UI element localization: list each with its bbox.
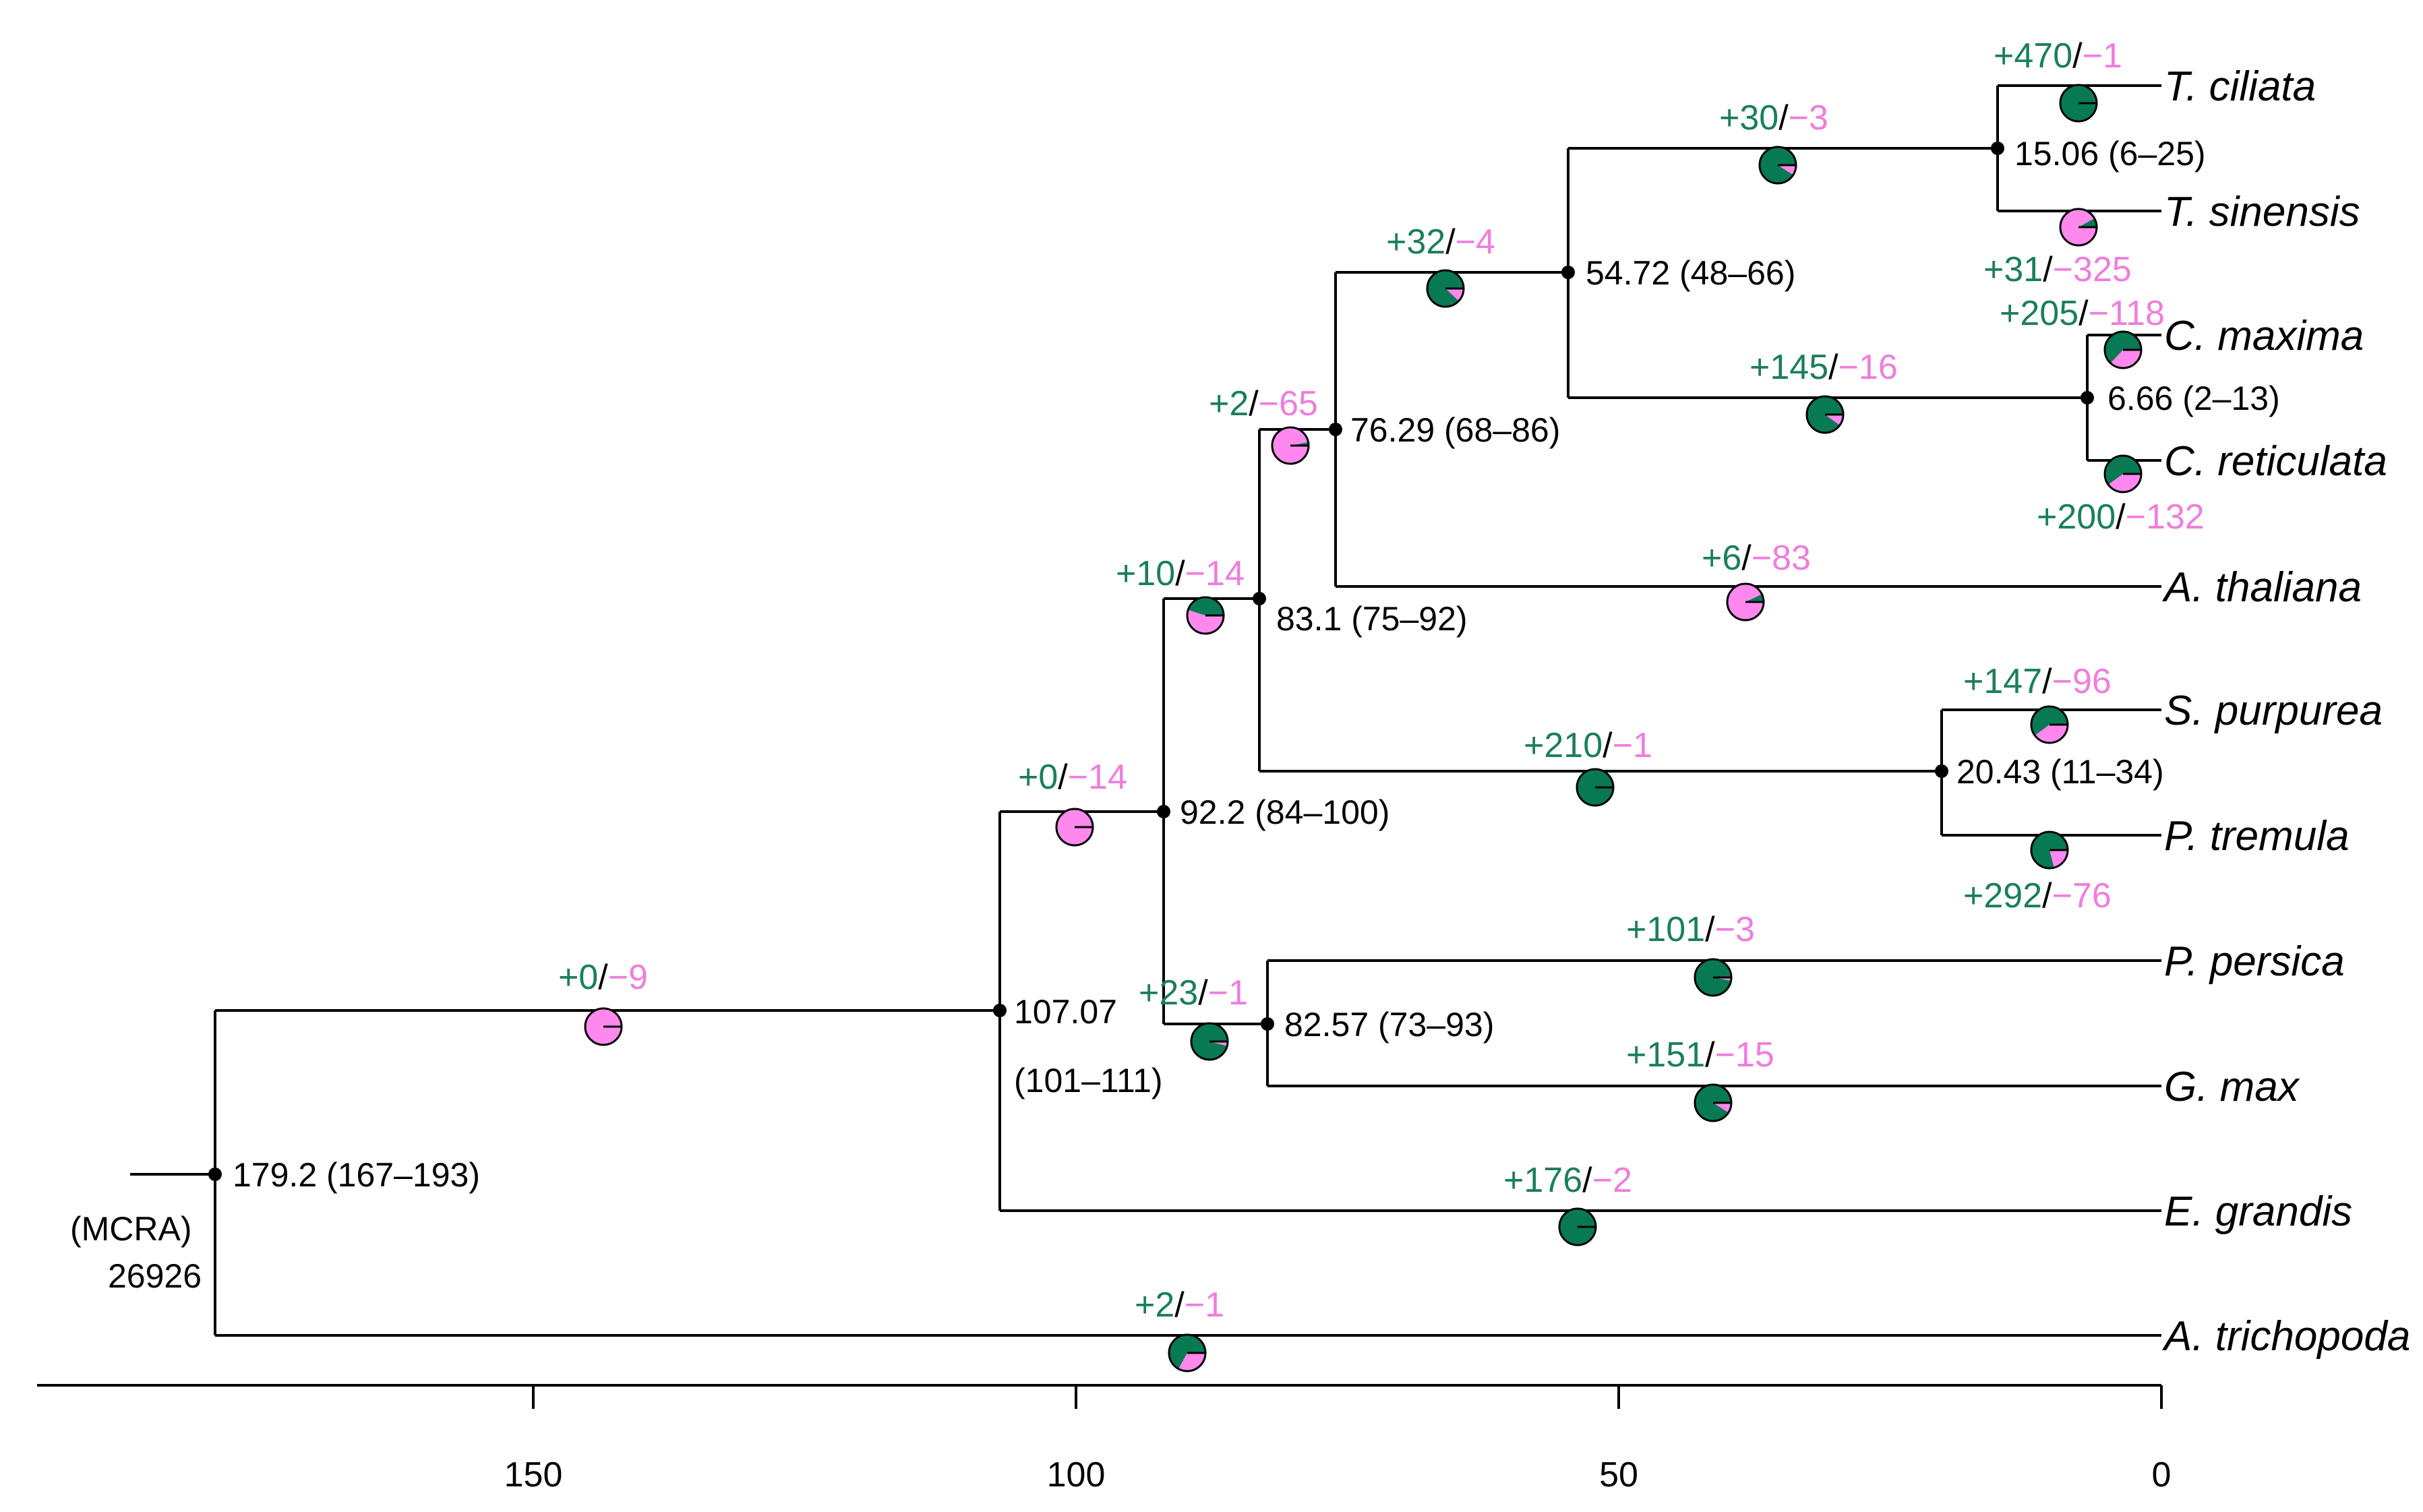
age-label-n6: 6.66 (2–13) <box>2107 380 2280 417</box>
age-label-root: 179.2 (167–193) <box>233 1156 480 1194</box>
node-dot-n83 <box>1253 592 1266 605</box>
species-label: S. purpurea <box>2164 688 2383 734</box>
change-label: +10/−14 <box>1116 554 1245 593</box>
node-dot-n92 <box>1157 805 1170 818</box>
node-age-labels: (MCRA) 26926 179.2 (167–193) 107.07 (101… <box>70 135 2280 1295</box>
node-dot-root <box>208 1168 222 1181</box>
pie-chart-branch-83 <box>1186 596 1225 635</box>
root-family-count: 26926 <box>108 1257 202 1295</box>
change-label: +176/−2 <box>1503 1161 1632 1200</box>
change-labels: +0/−9 +0/−14 +10/−14 +2/−65 +32/−4 +30/−… <box>558 36 2205 1325</box>
pie-charts <box>584 84 2143 1372</box>
species-label: T. ciliata <box>2164 63 2316 110</box>
species-label: A. thaliana <box>2161 564 2362 611</box>
pie-chart-branch-76 <box>1271 426 1310 465</box>
age-label-n107-line1: 107.07 <box>1014 993 1117 1031</box>
pie-chart-branch-92 <box>1055 808 1094 847</box>
change-label: +145/−16 <box>1749 348 1898 387</box>
node-dot-n76 <box>1329 423 1342 436</box>
pie-chart-branch-c-reticulata <box>2103 454 2143 493</box>
pie-chart-branch-p-persica <box>1694 958 1733 997</box>
pie-chart-branch-s-purpurea <box>2030 705 2069 744</box>
pie-chart-branch-15 <box>1758 146 1797 185</box>
change-label: +23/−1 <box>1139 973 1248 1012</box>
axis-tick-label: 50 <box>1599 1455 1638 1494</box>
change-label: +200/−132 <box>2037 497 2205 537</box>
tree-branches <box>130 84 2161 1337</box>
change-label: +2/−65 <box>1209 384 1318 423</box>
change-label: +470/−1 <box>1994 36 2122 75</box>
species-label: P. persica <box>2164 938 2345 985</box>
species-label: G. max <box>2164 1064 2300 1110</box>
species-label: C. reticulata <box>2164 438 2387 485</box>
change-label: +210/−1 <box>1524 726 1652 765</box>
age-label-n15: 15.06 (6–25) <box>2014 135 2206 173</box>
node-dot-n107 <box>993 1004 1007 1017</box>
pie-slice-contraction <box>1056 808 1093 845</box>
change-label: +6/−83 <box>1702 539 1811 578</box>
age-label-n54: 54.72 (48–66) <box>1586 254 1795 292</box>
species-label: C. maxima <box>2164 313 2364 359</box>
pie-chart-branch-p-tremula <box>2030 830 2069 870</box>
pie-slice-contraction <box>1778 165 1796 175</box>
age-label-n76: 76.29 (68–86) <box>1350 411 1560 449</box>
node-dot-n20 <box>1935 764 1948 778</box>
age-label-n82: 82.57 (73–93) <box>1284 1006 1494 1044</box>
species-label: A. trichopoda <box>2161 1313 2410 1360</box>
node-dot-n54 <box>1561 266 1575 279</box>
root-mcra-label: (MCRA) <box>70 1210 192 1248</box>
change-label: +32/−4 <box>1386 222 1495 262</box>
change-label: +0/−14 <box>1018 758 1127 797</box>
axis-tick-label: 100 <box>1047 1455 1106 1494</box>
pie-slice-contraction <box>2035 725 2068 743</box>
pie-slice-contraction <box>1445 289 1464 301</box>
time-axis: 150 100 50 0 <box>37 1384 2172 1494</box>
change-label: +31/−325 <box>1983 250 2132 289</box>
pie-chart-branch-t-ciliata <box>2059 84 2098 123</box>
change-label: +292/−76 <box>1963 876 2112 915</box>
node-dots <box>208 142 2094 1181</box>
axis-tick-label: 0 <box>2152 1455 2172 1494</box>
change-label: +147/−96 <box>1963 662 2112 701</box>
change-label: +0/−9 <box>558 958 648 997</box>
change-label: +30/−3 <box>1719 98 1828 138</box>
node-dot-n6 <box>2081 391 2094 404</box>
change-label: +205/−118 <box>2000 294 2165 333</box>
age-label-n83: 83.1 (75–92) <box>1276 600 1468 638</box>
pie-chart-branch-20 <box>1576 768 1615 807</box>
pie-chart-branch-g-max <box>1694 1083 1733 1122</box>
axis-tick-label: 150 <box>504 1455 563 1494</box>
pie-chart-branch-c-maxima <box>2103 330 2143 369</box>
pie-chart-branch-6 <box>1805 395 1845 434</box>
species-label: T. sinensis <box>2164 189 2360 235</box>
species-labels: T. ciliata T. sinensis C. maxima C. reti… <box>2161 63 2410 1360</box>
node-dot-n15 <box>1991 142 2004 155</box>
species-label: E. grandis <box>2164 1188 2352 1235</box>
pie-slice-contraction <box>1825 415 1843 425</box>
pie-slice-contraction <box>2050 850 2068 868</box>
node-dot-n82 <box>1261 1017 1274 1031</box>
change-label: +101/−3 <box>1626 910 1755 949</box>
pie-slice-contraction <box>2108 474 2141 493</box>
pie-chart-branch-54 <box>1426 269 1465 308</box>
age-label-n107-line2: (101–111) <box>1014 1062 1163 1099</box>
age-label-n20: 20.43 (11–34) <box>1956 753 2164 791</box>
pie-chart-branch-e-grandis <box>1558 1207 1597 1246</box>
pie-slice-contraction <box>585 1008 622 1045</box>
pie-chart-branch-82 <box>1190 1022 1229 1061</box>
pie-chart-branch-a-trichopoda <box>1168 1333 1207 1372</box>
pie-slice-contraction <box>1209 1041 1228 1046</box>
pie-chart-branch-107 <box>584 1007 623 1046</box>
species-label: P. tremula <box>2164 813 2350 859</box>
pie-slice-contraction <box>1713 1103 1731 1113</box>
change-label: +2/−1 <box>1135 1286 1224 1325</box>
pie-chart-branch-t-sinensis <box>2059 208 2098 247</box>
change-label: +151/−15 <box>1626 1035 1774 1075</box>
age-label-n92: 92.2 (84–100) <box>1180 793 1389 831</box>
pie-chart-branch-a-thaliana <box>1726 582 1765 622</box>
